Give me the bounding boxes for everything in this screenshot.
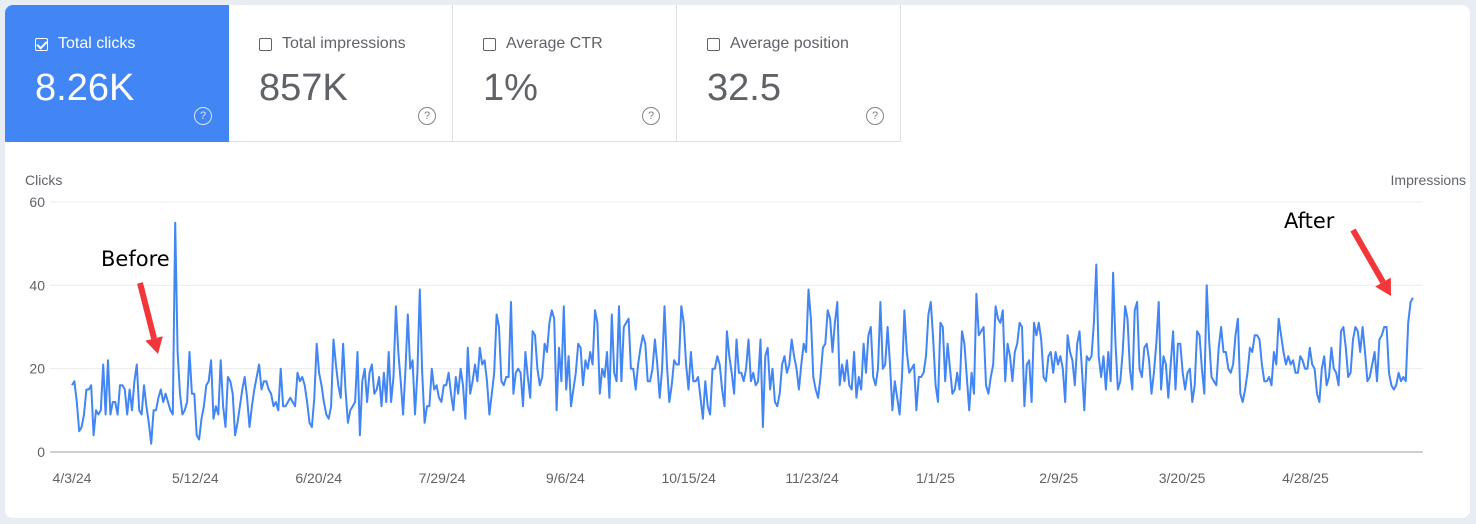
x-tick-label: 4/3/24 [53,470,92,486]
after-annotation: After [1284,209,1335,233]
metric-value: 8.26K [35,67,135,109]
before-annotation: Before [101,247,170,271]
metric-label: Total clicks [58,35,136,52]
arrow-shaft [137,282,157,340]
x-tick-label: 4/28/25 [1282,470,1329,486]
x-tick-label: 9/6/24 [546,470,585,486]
total-clicks-card[interactable]: Total clicks 8.26K ? [5,5,229,142]
help-icon[interactable]: ? [642,107,660,125]
right-axis-title: Impressions [1390,172,1466,188]
arrow-head [145,336,163,354]
average-ctr-card[interactable]: Average CTR 1% ? [453,5,677,142]
x-tick-label: 10/15/24 [661,470,716,486]
metric-cards: Total clicks 8.26K ? Total impressions 8… [5,5,901,142]
total-impressions-card[interactable]: Total impressions 857K ? [229,5,453,142]
help-icon[interactable]: ? [194,107,212,125]
checkbox[interactable] [707,38,720,51]
performance-panel: Total clicks 8.26K ? Total impressions 8… [5,5,1470,518]
x-tick-label: 5/12/24 [172,470,219,486]
x-tick-label: 3/20/25 [1159,470,1206,486]
metric-value: 32.5 [707,67,781,109]
x-tick-label: 2/9/25 [1039,470,1078,486]
y-tick-label: 40 [29,277,45,293]
arrow-head [1375,277,1391,296]
y-tick-label: 20 [29,361,45,377]
x-tick-label: 6/20/24 [295,470,342,486]
x-tick-label: 7/29/24 [419,470,466,486]
after-arrow [1350,228,1391,296]
clicks-chart: 0 20 40 60 4/3/24 5/12/24 6/20/24 7/29/24 9/6/24… [29,194,1423,486]
x-tick-label: 11/23/24 [785,470,839,486]
average-position-card[interactable]: Average position 32.5 ? [677,5,901,142]
metric-value: 1% [483,67,538,109]
y-tick-label: 0 [37,444,45,460]
x-tick-label: 1/1/25 [916,470,955,486]
checkbox[interactable] [35,38,48,51]
checkbox[interactable] [259,38,272,51]
checkbox[interactable] [483,38,496,51]
metric-label: Total impressions [282,35,406,52]
help-icon[interactable]: ? [866,107,884,125]
metric-value: 857K [259,67,348,109]
metric-label: Average CTR [506,35,603,52]
before-arrow [137,282,163,354]
help-icon[interactable]: ? [418,107,436,125]
metric-label: Average position [730,35,849,52]
arrow-shaft [1350,228,1386,284]
clicks-series-line [71,221,1414,445]
left-axis-title: Clicks [25,172,63,188]
y-tick-label: 60 [29,194,45,210]
